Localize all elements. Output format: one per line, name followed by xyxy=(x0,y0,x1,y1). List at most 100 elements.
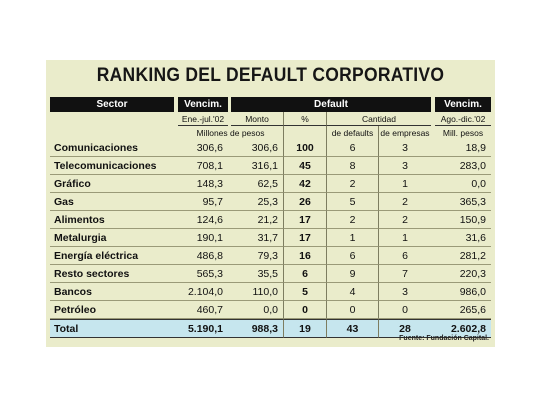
table-row: Gas 95,7 25,3 26 5 2 365,3 xyxy=(50,193,491,211)
row-sector: Petróleo xyxy=(50,301,174,319)
total-label: Total xyxy=(50,319,174,338)
row-monto: 316,1 xyxy=(231,157,283,175)
row-defaults: 1 xyxy=(326,229,378,247)
row-monto: 62,5 xyxy=(231,175,283,193)
header-default: Default xyxy=(231,97,431,112)
row-defaults: 2 xyxy=(326,211,378,229)
row-pct: 26 xyxy=(283,193,326,211)
subheader-cantidad: Cantidad xyxy=(326,112,431,126)
subheader-empresas: de empresas xyxy=(378,126,431,139)
row-vencim: 708,1 xyxy=(178,157,228,175)
subheader-pct: % xyxy=(283,112,326,126)
header-sector: Sector xyxy=(50,97,174,112)
row-vencim-2: 0,0 xyxy=(435,175,491,193)
total-empresas: 28 xyxy=(378,319,431,338)
row-monto: 306,6 xyxy=(231,139,283,157)
row-sector: Gas xyxy=(50,193,174,211)
row-vencim-2: 18,9 xyxy=(435,139,491,157)
row-vencim: 306,6 xyxy=(178,139,228,157)
row-pct: 42 xyxy=(283,175,326,193)
header-vencim-1: Vencim. xyxy=(178,97,228,112)
row-monto: 31,7 xyxy=(231,229,283,247)
subheader-period-1: Ene.-jul.'02 xyxy=(178,112,228,126)
row-vencim: 95,7 xyxy=(178,193,228,211)
header-row: Sector Vencim. Default Vencim. xyxy=(50,97,491,112)
row-sector: Telecomunicaciones xyxy=(50,157,174,175)
row-pct: 45 xyxy=(283,157,326,175)
row-vencim: 486,8 xyxy=(178,247,228,265)
total-vencim-2: 2.602,8 xyxy=(435,319,491,338)
table-row: Petróleo 460,7 0,0 0 0 0 265,6 xyxy=(50,301,491,319)
subheader-defaults: de defaults xyxy=(326,126,378,139)
row-empresas: 1 xyxy=(378,229,431,247)
subheader-millones: Millones de pesos xyxy=(196,127,265,138)
subheader-row-1: Ene.-jul.'02 Monto % Cantidad Ago.-dic.'… xyxy=(50,112,491,126)
row-vencim-2: 365,3 xyxy=(435,193,491,211)
row-empresas: 2 xyxy=(378,193,431,211)
table-row: Gráfico 148,3 62,5 42 2 1 0,0 xyxy=(50,175,491,193)
row-sector: Metalurgia xyxy=(50,229,174,247)
ranking-table: Sector Vencim. Default Vencim. Ene.-jul.… xyxy=(50,97,491,338)
total-vencim: 5.190,1 xyxy=(178,319,228,338)
row-pct: 0 xyxy=(283,301,326,319)
row-empresas: 2 xyxy=(378,211,431,229)
row-vencim-2: 283,0 xyxy=(435,157,491,175)
row-defaults: 9 xyxy=(326,265,378,283)
row-sector: Gráfico xyxy=(50,175,174,193)
table-row: Resto sectores 565,3 35,5 6 9 7 220,3 xyxy=(50,265,491,283)
row-empresas: 3 xyxy=(378,283,431,301)
row-vencim-2: 220,3 xyxy=(435,265,491,283)
row-monto: 79,3 xyxy=(231,247,283,265)
total-defaults: 43 xyxy=(326,319,378,338)
row-defaults: 2 xyxy=(326,175,378,193)
row-sector: Bancos xyxy=(50,283,174,301)
source-note: Fuente: Fundación Capital. xyxy=(399,335,489,342)
row-vencim-2: 31,6 xyxy=(435,229,491,247)
row-vencim: 148,3 xyxy=(178,175,228,193)
chart-panel: RANKING DEL DEFAULT CORPORATIVO Sector V… xyxy=(46,60,495,347)
row-pct: 17 xyxy=(283,211,326,229)
row-sector: Comunicaciones xyxy=(50,139,174,157)
row-defaults: 4 xyxy=(326,283,378,301)
row-pct: 16 xyxy=(283,247,326,265)
row-empresas: 3 xyxy=(378,157,431,175)
row-defaults: 0 xyxy=(326,301,378,319)
row-defaults: 8 xyxy=(326,157,378,175)
row-pct: 100 xyxy=(283,139,326,157)
table-title: RANKING DEL DEFAULT CORPORATIVO xyxy=(96,65,445,86)
row-vencim-2: 281,2 xyxy=(435,247,491,265)
row-defaults: 5 xyxy=(326,193,378,211)
table-row: Alimentos 124,6 21,2 17 2 2 150,9 xyxy=(50,211,491,229)
table-row: Comunicaciones 306,6 306,6 100 6 3 18,9 xyxy=(50,139,491,157)
row-vencim-2: 265,6 xyxy=(435,301,491,319)
row-defaults: 6 xyxy=(326,139,378,157)
row-defaults: 6 xyxy=(326,247,378,265)
total-row: Total 5.190,1 988,3 19 43 28 2.602,8 xyxy=(50,319,491,338)
row-pct: 5 xyxy=(283,283,326,301)
row-vencim: 124,6 xyxy=(178,211,228,229)
row-vencim: 2.104,0 xyxy=(178,283,228,301)
row-vencim: 565,3 xyxy=(178,265,228,283)
row-monto: 35,5 xyxy=(231,265,283,283)
row-pct: 6 xyxy=(283,265,326,283)
subheader-monto: Monto xyxy=(231,112,283,126)
row-sector: Alimentos xyxy=(50,211,174,229)
row-pct: 17 xyxy=(283,229,326,247)
header-vencim-2: Vencim. xyxy=(435,97,491,112)
row-empresas: 1 xyxy=(378,175,431,193)
total-pct: 19 xyxy=(283,319,326,338)
row-vencim: 460,7 xyxy=(178,301,228,319)
row-vencim-2: 150,9 xyxy=(435,211,491,229)
row-sector: Energía eléctrica xyxy=(50,247,174,265)
table-row: Telecomunicaciones 708,1 316,1 45 8 3 283,0 xyxy=(50,157,491,175)
row-monto: 21,2 xyxy=(231,211,283,229)
subheader-mill: Mill. pesos xyxy=(442,127,484,138)
row-monto: 25,3 xyxy=(231,193,283,211)
row-vencim: 190,1 xyxy=(178,229,228,247)
table-row: Bancos 2.104,0 110,0 5 4 3 986,0 xyxy=(50,283,491,301)
row-sector: Resto sectores xyxy=(50,265,174,283)
table-row: Energía eléctrica 486,8 79,3 16 6 6 281,2 xyxy=(50,247,491,265)
row-empresas: 0 xyxy=(378,301,431,319)
subheader-row-2: Millones de pesos de defaults de empresa… xyxy=(50,126,491,139)
row-empresas: 6 xyxy=(378,247,431,265)
